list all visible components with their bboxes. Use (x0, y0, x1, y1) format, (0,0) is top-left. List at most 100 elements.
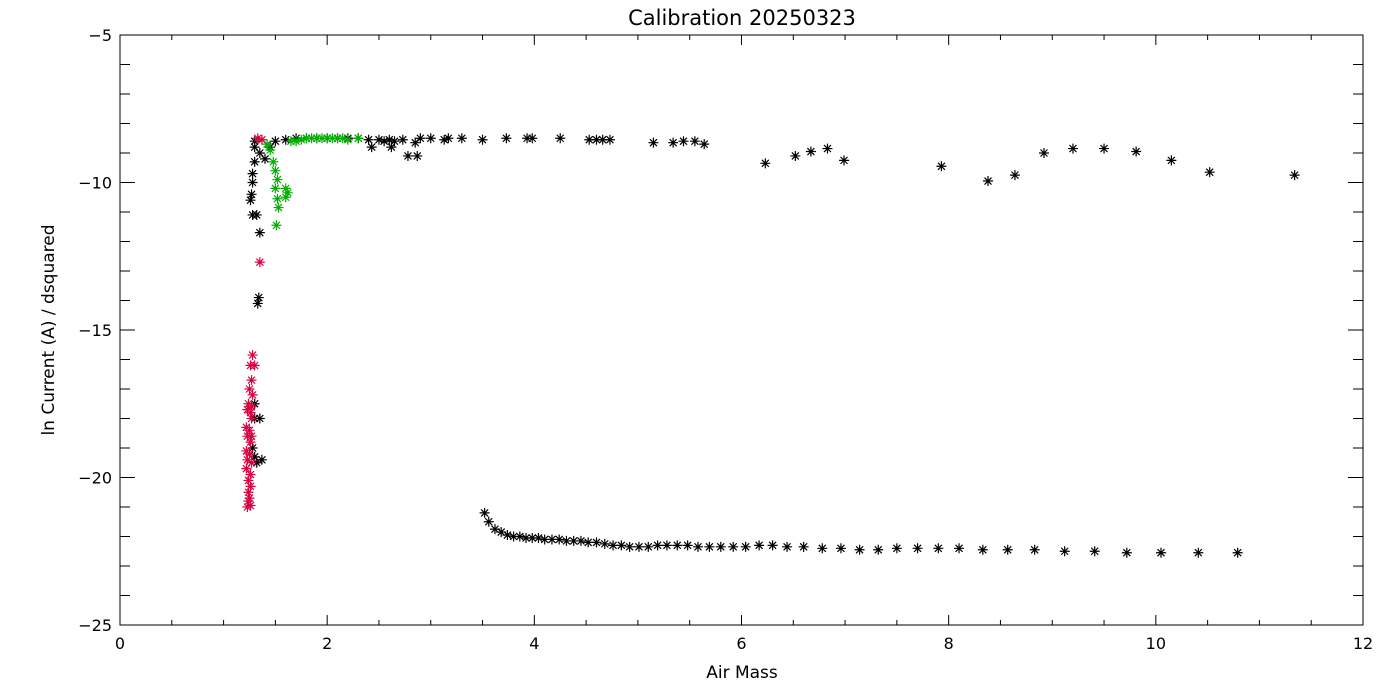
y-tick-label: −20 (78, 469, 112, 488)
data-point (740, 541, 751, 552)
data-point (508, 531, 519, 542)
data-point (555, 133, 566, 144)
data-point (754, 540, 765, 551)
data-point (1029, 544, 1040, 555)
data-point (715, 541, 726, 552)
data-point (271, 220, 282, 231)
data-point (489, 524, 500, 535)
data-point (591, 537, 602, 548)
data-point (246, 457, 257, 468)
data-point (246, 189, 257, 200)
data-point (247, 443, 258, 453)
y-tick-label: −15 (78, 321, 112, 340)
data-point (668, 137, 679, 148)
data-point (527, 532, 538, 543)
data-point (767, 540, 778, 551)
data-point (1204, 167, 1215, 178)
data-point (247, 350, 258, 361)
data-point (479, 507, 490, 518)
data-point (242, 502, 253, 512)
data-point (282, 187, 293, 198)
data-point (353, 133, 364, 144)
data-point (270, 183, 281, 194)
x-axis-label: Air Mass (706, 663, 778, 683)
data-point (502, 530, 513, 541)
data-point (591, 134, 602, 145)
data-point (254, 227, 265, 238)
data-point (412, 150, 423, 161)
data-point (397, 134, 408, 145)
data-point (977, 544, 988, 555)
data-point (483, 516, 494, 527)
data-point (933, 543, 944, 554)
data-point (568, 535, 579, 546)
data-point (291, 136, 302, 147)
data-point (456, 133, 467, 144)
x-tick-label: 8 (944, 634, 954, 653)
data-point (244, 448, 255, 459)
data-point (245, 469, 256, 480)
data-point (245, 195, 256, 206)
y-axis-label: ln Current (A) / dsquared (39, 224, 59, 435)
x-tick-label: 2 (322, 634, 332, 653)
data-point (273, 202, 284, 213)
data-point (983, 176, 994, 187)
data-point (854, 544, 865, 555)
data-point (249, 156, 260, 167)
data-point (415, 133, 426, 144)
data-point (648, 137, 659, 148)
data-point (243, 487, 254, 498)
data-point (402, 150, 413, 161)
data-point (253, 292, 264, 303)
data-point (439, 134, 450, 145)
data-point (1289, 170, 1300, 181)
data-point (247, 177, 258, 188)
data-point (539, 534, 550, 545)
data-point (1232, 547, 1243, 558)
data-point (760, 158, 771, 169)
data-point (1193, 547, 1204, 558)
data-point (839, 155, 850, 166)
data-point (501, 133, 512, 144)
data-point (280, 192, 291, 203)
data-point (265, 145, 276, 156)
data-point (246, 401, 257, 412)
data-point (936, 161, 947, 172)
data-point (342, 134, 353, 145)
data-point (805, 146, 816, 157)
x-tick-label: 10 (1146, 634, 1166, 653)
data-point (327, 133, 338, 144)
data-point (1166, 155, 1177, 166)
data-point (386, 142, 397, 153)
y-tick-label: −25 (78, 616, 112, 635)
data-point (608, 540, 619, 551)
data-point (262, 139, 273, 150)
x-tick-label: 0 (115, 634, 125, 653)
data-point (527, 133, 538, 144)
data-point (496, 527, 507, 538)
axis-tick-labels: 0 2 4 6 8 10 12 −25 −20 −15 −10 −5 (78, 26, 1373, 653)
data-point (254, 257, 265, 268)
data-point (316, 133, 327, 144)
data-point (251, 209, 262, 220)
data-point (1067, 143, 1078, 154)
data-point (835, 543, 846, 554)
data-point (912, 543, 923, 554)
data-point (584, 134, 595, 145)
data-point (270, 165, 281, 176)
data-point (246, 431, 257, 442)
chart-title: Calibration 20250323 (628, 6, 856, 30)
data-point (247, 168, 258, 179)
data-point (604, 134, 615, 145)
data-point (1002, 544, 1013, 555)
data-point (268, 156, 279, 167)
data-point (672, 540, 683, 551)
data-point (798, 541, 809, 552)
data-point (285, 136, 296, 147)
data-point (1099, 143, 1110, 154)
data-point (1089, 546, 1100, 557)
data-point (332, 133, 343, 144)
data-point (252, 133, 263, 144)
data-point (533, 532, 544, 543)
data-point (1121, 547, 1132, 558)
